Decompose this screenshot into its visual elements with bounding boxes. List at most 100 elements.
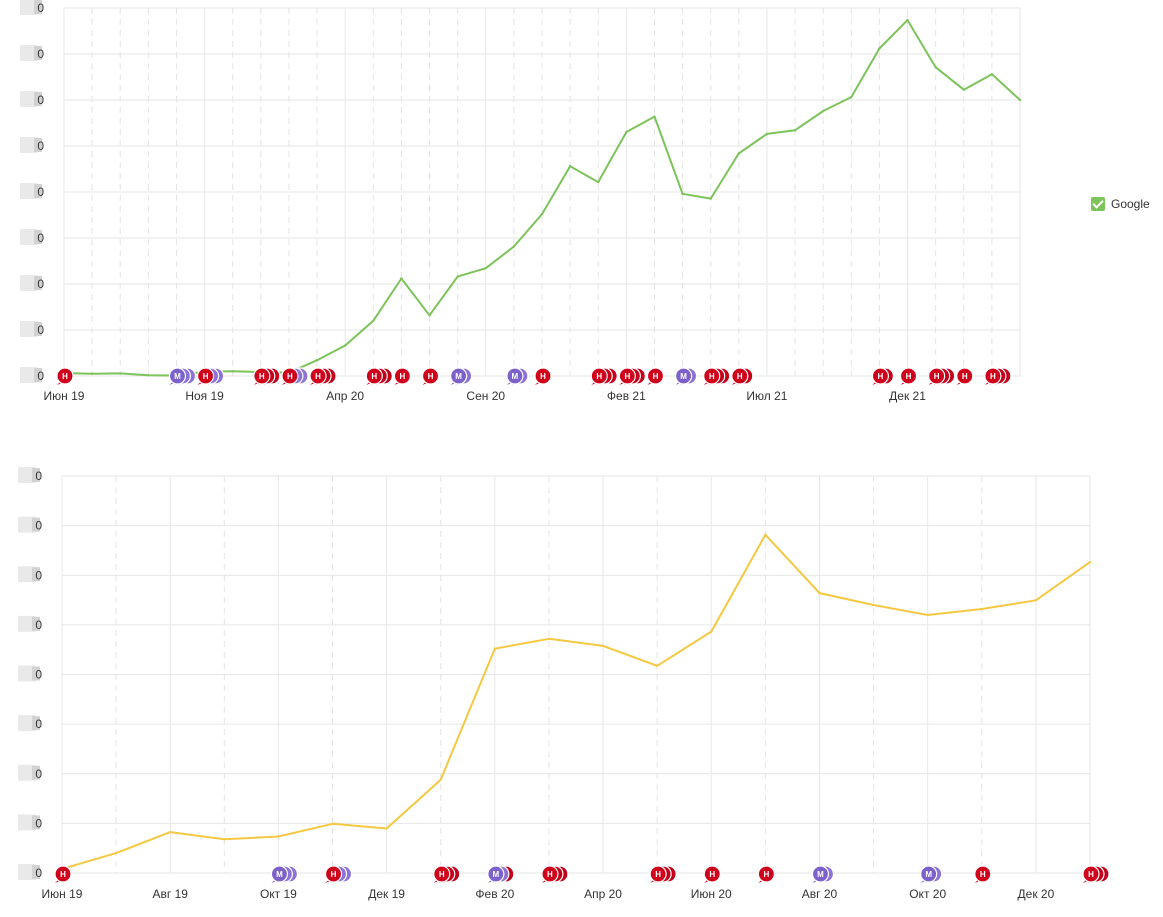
message-badge-icon: М xyxy=(168,367,187,385)
data-point xyxy=(484,266,487,270)
news-badge-icon: Н xyxy=(54,865,72,883)
blurred-value xyxy=(34,92,42,106)
x-tick-label: Июн 20 xyxy=(691,887,732,901)
event-marker[interactable]: Н xyxy=(649,865,677,883)
legend[interactable]: Google xyxy=(1091,197,1150,211)
blurred-value xyxy=(20,0,38,15)
event-marker[interactable]: Н xyxy=(974,865,992,883)
badge-letter: Н xyxy=(331,870,337,879)
event-marker[interactable]: М xyxy=(168,367,197,385)
badge-circle xyxy=(56,367,74,385)
event-marker[interactable]: Н xyxy=(646,367,665,385)
x-tick-label: Апр 20 xyxy=(326,389,364,403)
badge-circle xyxy=(590,367,608,385)
x-tick-label: Апр 20 xyxy=(584,887,622,901)
event-marker[interactable]: Н xyxy=(956,367,974,385)
blurred-value xyxy=(32,567,40,582)
event-marker[interactable]: Н xyxy=(731,367,754,385)
blurred-value xyxy=(20,275,38,291)
event-marker[interactable]: Н xyxy=(433,865,461,883)
event-marker[interactable]: Н xyxy=(590,367,618,385)
event-marker[interactable]: М xyxy=(811,865,835,883)
event-marker[interactable]: Н xyxy=(393,367,412,385)
badge-circle xyxy=(618,367,636,385)
blurred-value xyxy=(20,321,38,337)
event-marker[interactable]: Н xyxy=(421,367,440,385)
badge-circle xyxy=(506,367,524,385)
badge-circle xyxy=(731,367,749,385)
event-marker[interactable]: Н xyxy=(757,865,775,883)
event-marker[interactable]: М xyxy=(674,367,698,385)
y-tick-label: 0 xyxy=(37,139,44,153)
data-point xyxy=(331,822,334,825)
badge-letter: Н xyxy=(624,372,630,381)
data-point xyxy=(343,344,347,347)
badge-letter: Н xyxy=(980,870,986,879)
news-badge-icon: Н xyxy=(646,367,665,385)
news-badge-icon: Н xyxy=(618,367,636,385)
news-badge-icon: Н xyxy=(56,367,74,385)
blurred-value xyxy=(34,0,42,14)
event-marker[interactable]: Н xyxy=(253,367,281,385)
y-tick-label: 0 xyxy=(35,519,42,533)
data-point xyxy=(764,533,767,536)
blurred-value xyxy=(34,276,42,290)
message-badge-icon: М xyxy=(270,865,289,883)
event-marker[interactable]: Н xyxy=(56,367,74,385)
badge-letter: Н xyxy=(287,372,293,381)
badge-circle xyxy=(649,865,667,883)
news-badge-icon: Н xyxy=(324,865,343,883)
event-marker[interactable]: М xyxy=(487,865,515,883)
event-marker[interactable]: Н xyxy=(871,367,895,385)
event-marker[interactable]: Н xyxy=(309,367,337,385)
event-marker[interactable]: Н xyxy=(703,367,731,385)
blurred-value xyxy=(34,184,42,198)
event-marker[interactable]: Н xyxy=(534,367,552,385)
event-marker[interactable]: Н xyxy=(984,367,1012,385)
data-point xyxy=(428,314,431,317)
data-point xyxy=(540,212,544,216)
badge-circle xyxy=(646,367,665,385)
event-marker[interactable]: М xyxy=(270,865,299,883)
event-marker[interactable]: Н xyxy=(54,865,72,883)
event-marker[interactable]: Н xyxy=(703,865,721,883)
x-tick-label: Авг 20 xyxy=(802,887,838,901)
event-marker[interactable]: Н xyxy=(324,865,353,883)
event-marker[interactable]: М xyxy=(450,367,473,385)
blurred-value xyxy=(18,467,36,483)
event-marker[interactable]: Н xyxy=(928,367,956,385)
legend-checkbox-icon[interactable] xyxy=(1091,197,1105,211)
event-marker[interactable]: Н xyxy=(1082,865,1110,883)
badge-letter: М xyxy=(817,870,824,879)
event-marker[interactable]: Н xyxy=(618,367,646,385)
y-tick-label: 0 xyxy=(37,93,44,107)
data-point xyxy=(315,358,319,362)
news-badge-icon: Н xyxy=(649,865,667,883)
badge-circle xyxy=(487,865,505,883)
data-point xyxy=(878,47,881,50)
data-point xyxy=(568,165,572,168)
badge-letter: Н xyxy=(962,372,968,381)
blurred-value xyxy=(18,864,36,880)
blurred-value xyxy=(32,517,40,532)
news-badge-icon: Н xyxy=(928,367,946,385)
event-marker[interactable]: М xyxy=(506,367,529,385)
event-marker[interactable]: Н xyxy=(196,367,225,385)
blurred-value xyxy=(20,137,38,153)
news-badge-icon: Н xyxy=(1082,865,1100,883)
message-badge-icon: М xyxy=(920,865,938,883)
blurred-value xyxy=(34,368,42,382)
data-point xyxy=(400,277,403,280)
event-marker[interactable]: Н xyxy=(899,367,918,385)
event-marker[interactable]: Н xyxy=(281,367,309,385)
badge-circle xyxy=(270,865,289,883)
event-marker[interactable]: Н xyxy=(365,367,393,385)
data-point xyxy=(90,372,94,375)
data-point xyxy=(147,374,150,377)
x-tick-label: Ноя 19 xyxy=(185,389,224,403)
event-marker[interactable]: М xyxy=(920,865,943,883)
x-tick-label: Сен 20 xyxy=(466,389,505,403)
event-marker[interactable]: Н xyxy=(541,865,569,883)
